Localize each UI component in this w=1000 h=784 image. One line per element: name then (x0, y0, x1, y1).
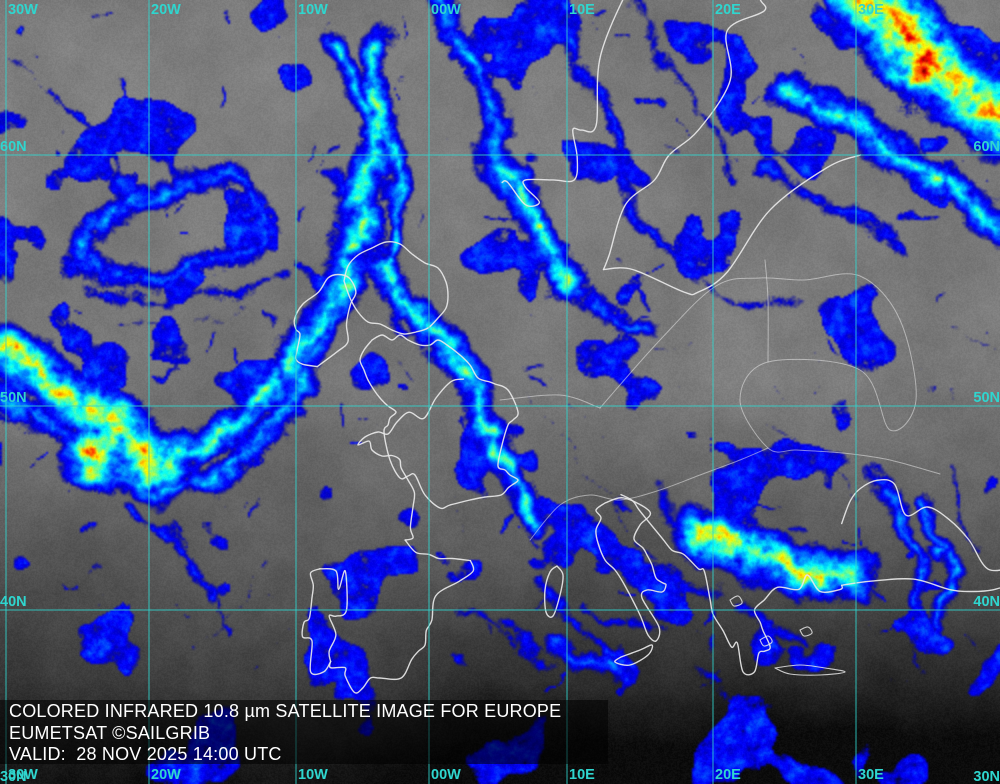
svg-text:30E: 30E (858, 767, 884, 783)
svg-text:20W: 20W (151, 767, 181, 783)
svg-text:20W: 20W (151, 2, 181, 18)
svg-text:50N: 50N (0, 390, 27, 406)
svg-text:60N: 60N (0, 139, 27, 155)
svg-text:10W: 10W (298, 2, 328, 18)
svg-text:30N: 30N (973, 769, 1000, 784)
svg-text:60N: 60N (973, 139, 1000, 155)
svg-text:00W: 00W (431, 2, 461, 18)
svg-text:50N: 50N (973, 390, 1000, 406)
svg-text:10E: 10E (569, 767, 595, 783)
svg-text:30W: 30W (8, 2, 38, 18)
svg-text:30N: 30N (0, 769, 27, 784)
svg-text:00W: 00W (431, 767, 461, 783)
svg-text:10E: 10E (569, 2, 595, 18)
svg-text:30E: 30E (858, 2, 884, 18)
svg-text:10W: 10W (298, 767, 328, 783)
svg-text:40N: 40N (0, 594, 27, 610)
svg-text:40N: 40N (973, 594, 1000, 610)
svg-text:20E: 20E (715, 767, 741, 783)
svg-text:20E: 20E (715, 2, 741, 18)
